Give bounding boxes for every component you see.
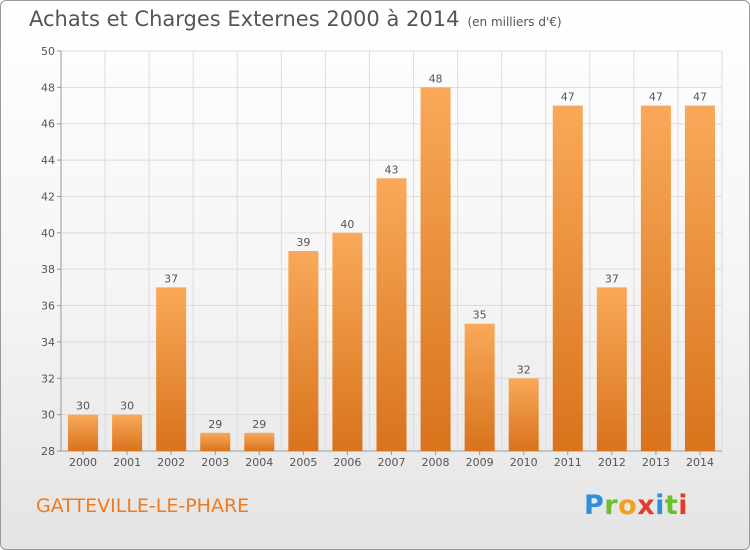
data-label: 29 bbox=[252, 418, 266, 431]
logo-letter: i bbox=[655, 490, 665, 521]
x-tick-label: 2002 bbox=[157, 456, 185, 469]
bar bbox=[68, 414, 99, 451]
data-label: 39 bbox=[296, 236, 310, 249]
data-label: 35 bbox=[473, 309, 487, 322]
bar bbox=[376, 178, 407, 452]
proxiti-logo[interactable]: Proxiti bbox=[584, 490, 688, 521]
x-tick-label: 2012 bbox=[598, 456, 626, 469]
data-label: 37 bbox=[605, 272, 619, 285]
bar bbox=[288, 251, 319, 451]
logo-letter: x bbox=[637, 490, 656, 521]
x-tick-label: 2007 bbox=[378, 456, 406, 469]
y-tick-label: 38 bbox=[41, 263, 55, 276]
x-tick-label: 2014 bbox=[686, 456, 714, 469]
bar bbox=[596, 287, 627, 451]
x-tick-label: 2006 bbox=[333, 456, 361, 469]
data-label: 30 bbox=[76, 400, 90, 413]
bar bbox=[156, 287, 187, 451]
x-tick-label: 2000 bbox=[69, 456, 97, 469]
bar bbox=[112, 414, 143, 451]
x-tick-label: 2010 bbox=[510, 456, 538, 469]
y-tick-label: 30 bbox=[41, 409, 55, 422]
data-label: 37 bbox=[164, 272, 178, 285]
units-label: (en milliers d'€) bbox=[467, 15, 562, 29]
bar bbox=[508, 378, 539, 451]
y-tick-label: 44 bbox=[41, 154, 55, 167]
y-tick-label: 34 bbox=[41, 336, 55, 349]
x-tick-label: 2003 bbox=[201, 456, 229, 469]
bar bbox=[552, 105, 583, 451]
y-tick-label: 36 bbox=[41, 300, 55, 313]
y-tick-label: 46 bbox=[41, 118, 55, 131]
bar bbox=[244, 432, 275, 451]
logo-letter: r bbox=[604, 490, 619, 521]
x-tick-label: 2005 bbox=[289, 456, 317, 469]
data-label: 40 bbox=[340, 218, 354, 231]
y-tick-label: 32 bbox=[41, 372, 55, 385]
x-tick-label: 2011 bbox=[554, 456, 582, 469]
data-label: 30 bbox=[120, 400, 134, 413]
x-tick-label: 2009 bbox=[466, 456, 494, 469]
bar bbox=[332, 232, 363, 451]
title-text: Achats et Charges Externes 2000 à 2014 bbox=[29, 7, 460, 31]
chart-title: Achats et Charges Externes 2000 à 2014 (e… bbox=[29, 7, 562, 31]
bar bbox=[464, 323, 495, 451]
data-label: 47 bbox=[561, 91, 575, 104]
x-tick-label: 2001 bbox=[113, 456, 141, 469]
logo-letter: i bbox=[678, 490, 689, 521]
y-tick-label: 42 bbox=[41, 190, 55, 203]
y-tick-label: 28 bbox=[41, 445, 55, 458]
bar bbox=[684, 105, 715, 451]
x-tick-label: 2004 bbox=[245, 456, 273, 469]
bar bbox=[200, 432, 231, 451]
x-tick-label: 2008 bbox=[422, 456, 450, 469]
x-tick-label: 2013 bbox=[642, 456, 670, 469]
city-name: GATTEVILLE-LE-PHARE bbox=[36, 495, 250, 517]
y-tick-label: 40 bbox=[41, 227, 55, 240]
logo-letter: t bbox=[664, 490, 679, 521]
data-labels: 30 30 37 29 29 39 40 43 48 35 32 47 37 47 47 bbox=[76, 72, 707, 430]
data-label: 32 bbox=[517, 363, 531, 376]
logo-letter: o bbox=[618, 490, 638, 521]
data-label: 47 bbox=[693, 91, 707, 104]
bars bbox=[68, 87, 715, 452]
y-tick-label: 50 bbox=[41, 45, 55, 58]
data-label: 43 bbox=[385, 163, 399, 176]
bar bbox=[420, 87, 451, 451]
tick-labels: 28 30 32 34 36 38 40 42 44 46 48 50 2000 2001 2002 2003… bbox=[41, 45, 714, 469]
data-label: 47 bbox=[649, 91, 663, 104]
data-label: 48 bbox=[429, 72, 443, 85]
data-label: 29 bbox=[208, 418, 222, 431]
logo-letter: P bbox=[584, 490, 605, 521]
y-tick-label: 48 bbox=[41, 81, 55, 94]
bar bbox=[640, 105, 671, 451]
